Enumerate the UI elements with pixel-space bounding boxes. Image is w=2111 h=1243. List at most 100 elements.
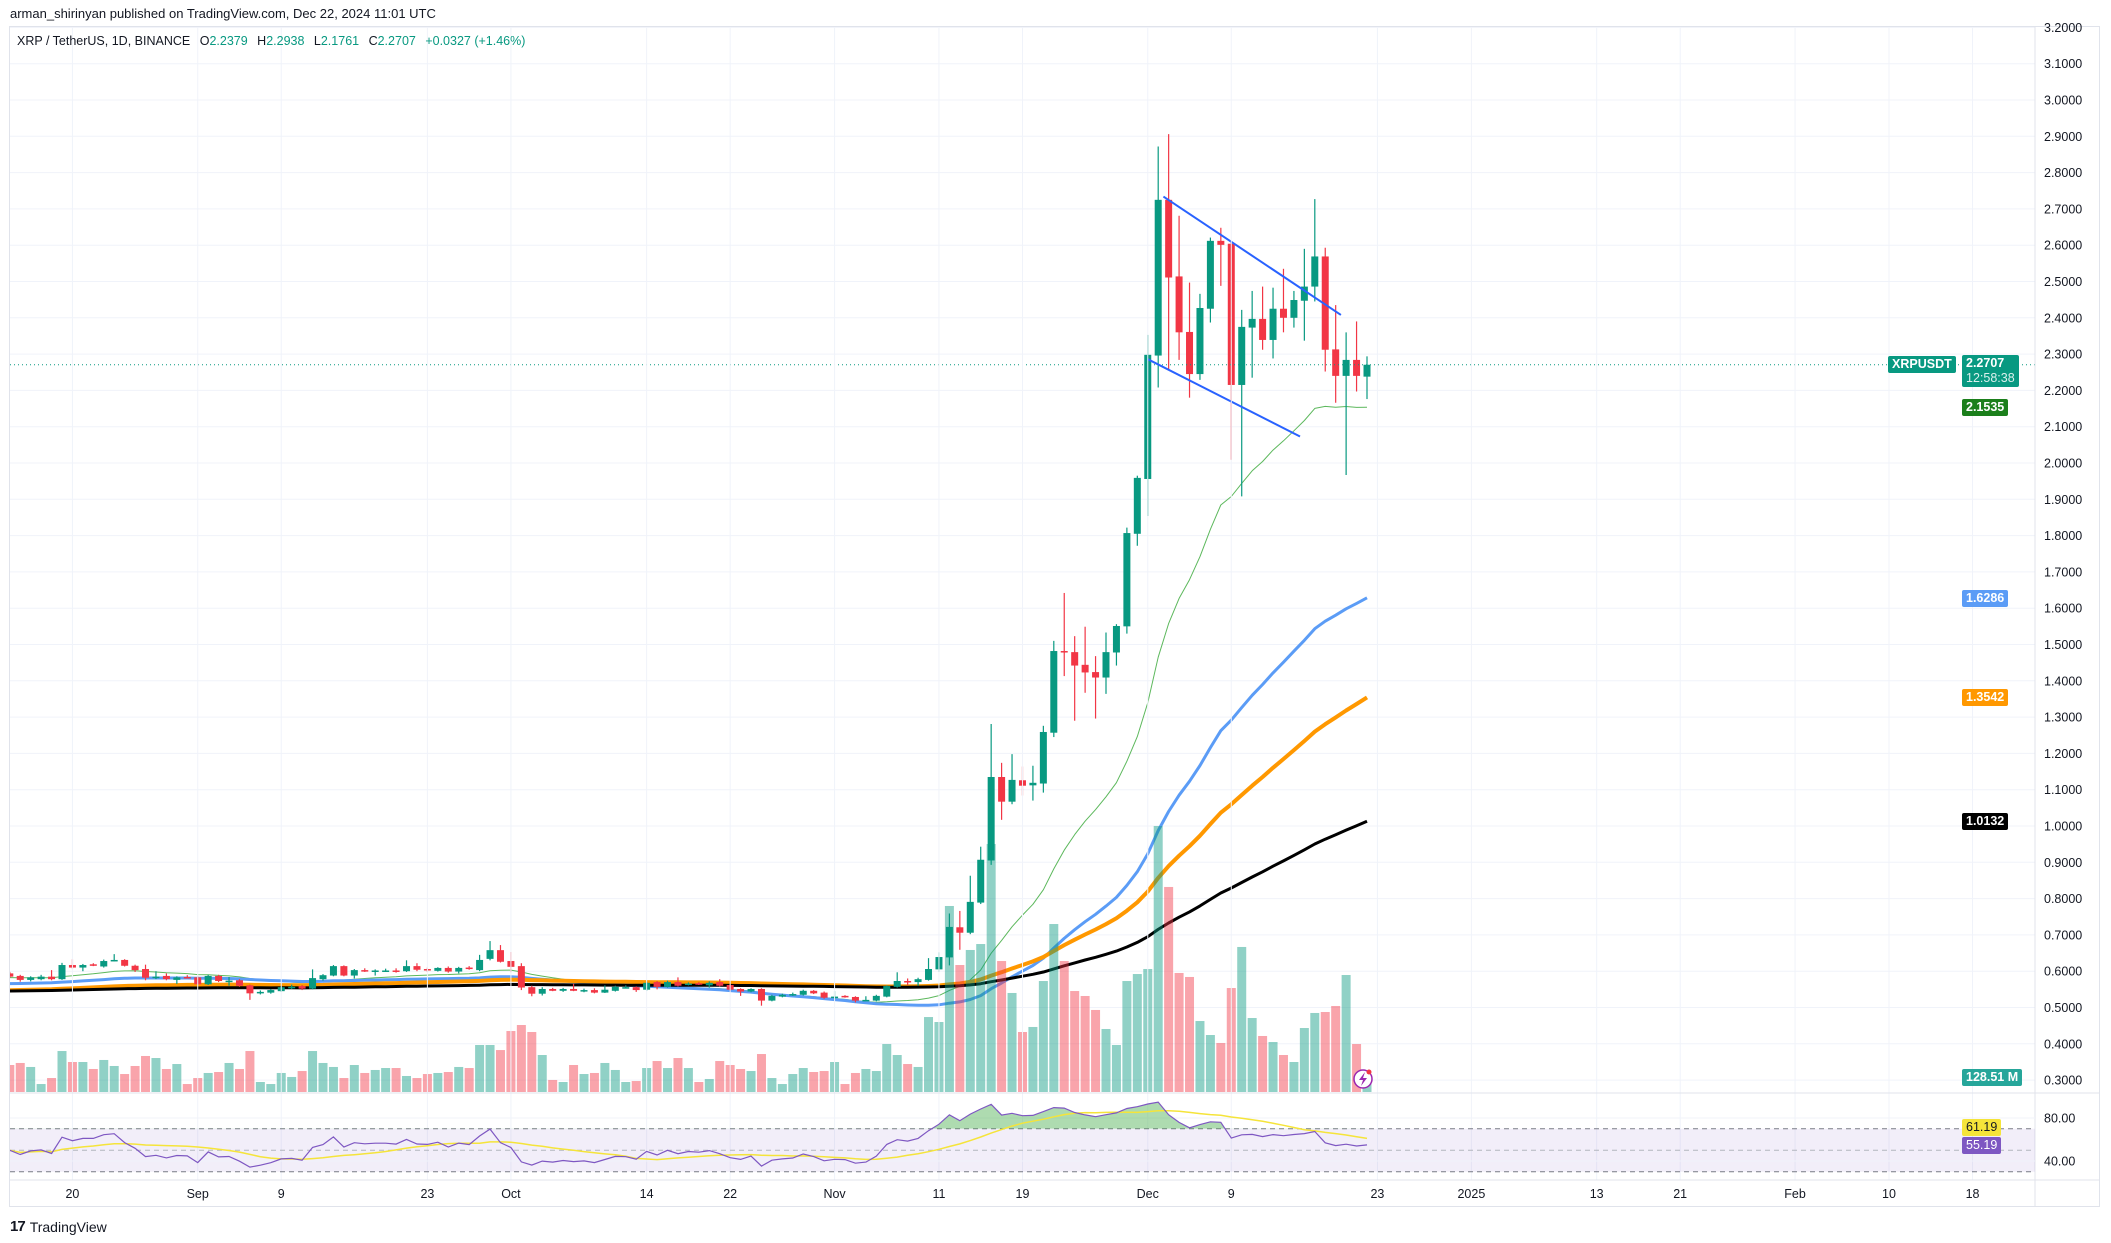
volume-bar: [1237, 946, 1247, 1092]
candle-down: [810, 990, 818, 994]
volume-bar: [944, 905, 954, 1092]
volume-bar: [621, 1082, 631, 1092]
candle-up: [486, 950, 494, 959]
volume-bar: [402, 1075, 412, 1092]
candle-down: [956, 927, 964, 933]
candle-down: [246, 985, 254, 994]
candle-up: [382, 970, 390, 972]
footer-brand[interactable]: TradingView: [29, 1218, 107, 1235]
rsi-ma-badge: 61.19: [1962, 1119, 2002, 1136]
candle-up: [309, 978, 317, 989]
notification-dot: [1366, 1069, 1372, 1075]
ema-200-badge: 1.0132: [1962, 813, 2009, 831]
volume-bar: [349, 1065, 359, 1092]
candle-up: [152, 976, 160, 979]
volume-bar: [1164, 886, 1174, 1092]
trendline-lower: [1147, 358, 1301, 438]
low-label: L: [313, 34, 321, 48]
volume-bar: [1007, 992, 1017, 1092]
candle-up: [1039, 731, 1047, 784]
chart-frame: [9, 26, 2100, 1207]
candle-up: [27, 977, 35, 980]
symbol-title[interactable]: XRP / TetherUS, 1D, BINANCE: [17, 34, 191, 48]
candle-up: [914, 979, 922, 983]
volume-bar: [47, 1078, 57, 1092]
candle-up: [883, 986, 891, 997]
volume-bar: [120, 1074, 130, 1092]
volume-bar: [861, 1068, 871, 1092]
candle-down: [653, 982, 661, 987]
candle-up: [580, 990, 588, 992]
volume-bar: [871, 1071, 881, 1092]
volume-bar: [756, 1054, 766, 1092]
rsi-badge: 55.19: [1962, 1137, 2002, 1154]
ema-fast-badge: 2.1535: [1962, 399, 2009, 417]
price-tick-label: 0.5000: [2044, 1001, 2082, 1015]
rsi-line: [10, 1101, 1368, 1168]
price-tick-label: 2.7000: [2044, 202, 2082, 216]
volume-bar: [57, 1051, 67, 1092]
candle-down: [851, 996, 859, 1001]
candle-down: [121, 959, 129, 966]
volume-bar: [36, 1084, 46, 1092]
volume-bar: [1320, 1012, 1330, 1092]
candle-up: [559, 988, 567, 991]
volume-bar: [683, 1068, 693, 1092]
price-tick-label: 1.6000: [2044, 602, 2082, 616]
price-tick-label: 2.3000: [2044, 348, 2082, 362]
price-tick-label: 0.8000: [2044, 892, 2082, 906]
volume-bar: [234, 1068, 244, 1092]
candle-down: [1175, 276, 1183, 333]
candle-down: [183, 977, 191, 979]
candle-up: [1290, 300, 1298, 318]
volume-bar: [1111, 1045, 1121, 1092]
candle-up: [778, 994, 786, 997]
candle-up: [329, 966, 337, 976]
volume-bar: [475, 1045, 485, 1092]
candle-up: [925, 969, 933, 980]
last-price: 2.2707: [1966, 355, 2005, 370]
volume-bar: [736, 1068, 746, 1092]
candle-down: [48, 976, 56, 980]
volume-bar: [652, 1061, 662, 1092]
symbol-legend: XRP / TetherUS, 1D, BINANCE O2.2379 H2.2…: [17, 34, 525, 48]
volume-bar: [1091, 1009, 1101, 1092]
candle-up: [1206, 240, 1214, 309]
high-value: 2.2938: [266, 34, 305, 48]
open-value: 2.2379: [209, 34, 248, 48]
volume-bar: [579, 1074, 589, 1092]
volume-bar: [1174, 972, 1184, 1092]
candle-down: [757, 988, 765, 1001]
volume-bar: [1205, 1035, 1215, 1092]
volume-bar: [1049, 924, 1059, 1092]
ema-100-line: [10, 695, 1369, 993]
volume-bar: [715, 1061, 725, 1092]
candle-down: [235, 980, 243, 986]
volume-bar: [99, 1059, 109, 1092]
candle-up: [58, 965, 66, 980]
candle-down: [570, 988, 578, 991]
volume-bar: [798, 1068, 808, 1092]
volume-bar: [1310, 1012, 1320, 1092]
candle-up: [893, 981, 901, 987]
rsi-pane: [10, 1101, 2035, 1173]
volume-bar: [381, 1068, 391, 1092]
time-tick-label: Feb: [1784, 1187, 1806, 1201]
volume-bar: [287, 1076, 297, 1092]
tradingview-logo-icon: 17: [10, 1218, 26, 1235]
candle-down: [413, 966, 421, 970]
candle-down: [142, 969, 150, 978]
candle-up: [256, 991, 264, 994]
volume-bar: [495, 1050, 505, 1092]
volume-bar: [1195, 1021, 1205, 1092]
volume-bar: [809, 1072, 819, 1092]
time-tick-label: 2025: [1457, 1187, 1485, 1201]
time-tick-label: 14: [640, 1187, 654, 1201]
volume-bar: [1059, 961, 1069, 1092]
volume-bar: [788, 1074, 798, 1092]
price-tick-label: 3.0000: [2044, 94, 2082, 108]
volume-bar: [245, 1051, 255, 1092]
candle-down: [131, 965, 139, 971]
candle-down: [1092, 672, 1100, 678]
